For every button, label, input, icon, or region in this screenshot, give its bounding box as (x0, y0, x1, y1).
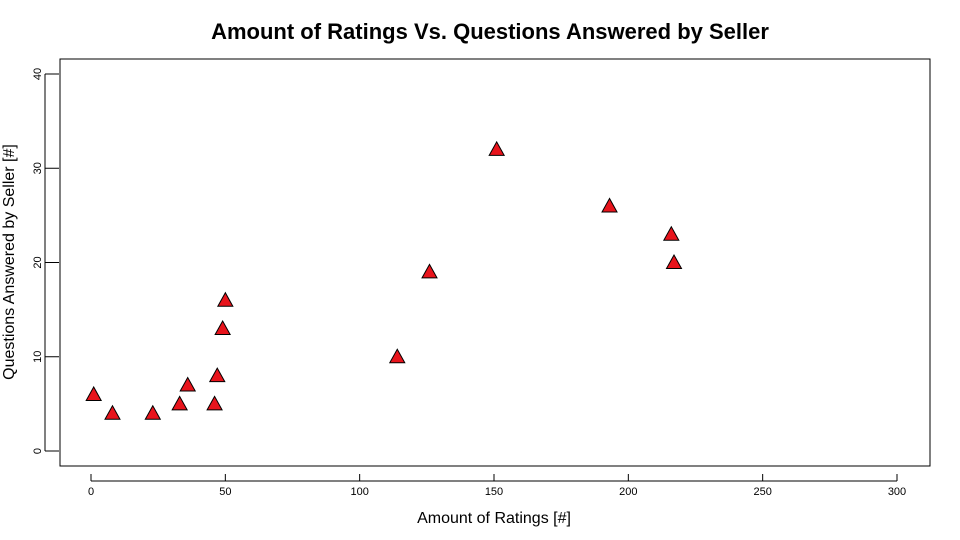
y-tick-label: 10 (32, 351, 44, 363)
y-axis-label: Questions Answered by Seller [#] (1, 144, 18, 380)
data-point (179, 376, 197, 392)
data-point (388, 348, 406, 364)
x-tick-label: 250 (753, 486, 771, 498)
x-tick-label: 0 (88, 486, 94, 498)
data-point (214, 319, 231, 335)
y-tick-label: 30 (32, 162, 44, 174)
chart-title: Amount of Ratings Vs. Questions Answered… (211, 19, 769, 44)
data-point (171, 395, 189, 411)
data-point (488, 140, 506, 156)
data-point (662, 225, 680, 241)
x-tick-label: 200 (619, 486, 637, 498)
x-tick-label: 50 (219, 486, 231, 498)
data-point (665, 253, 683, 269)
data-point (144, 404, 162, 420)
data-point (216, 291, 234, 307)
data-point (601, 197, 618, 213)
data-point (85, 385, 103, 401)
data-point (208, 367, 226, 383)
data-point (104, 404, 121, 420)
x-tick-label: 150 (485, 486, 503, 498)
y-axis: 0 10 20 30 40 (32, 68, 59, 454)
x-axis: 0 50 100 150 200 250 300 (88, 474, 906, 498)
plot-frame (59, 58, 931, 467)
y-tick-label: 0 (32, 448, 44, 454)
y-tick-label: 20 (32, 256, 44, 268)
data-point (421, 263, 438, 279)
x-axis-label: Amount of Ratings [#] (417, 510, 571, 527)
x-tick-label: 300 (888, 486, 906, 498)
y-tick-label: 40 (32, 68, 44, 80)
x-tick-label: 100 (350, 486, 368, 498)
data-point (206, 395, 223, 411)
data-points (85, 140, 683, 420)
